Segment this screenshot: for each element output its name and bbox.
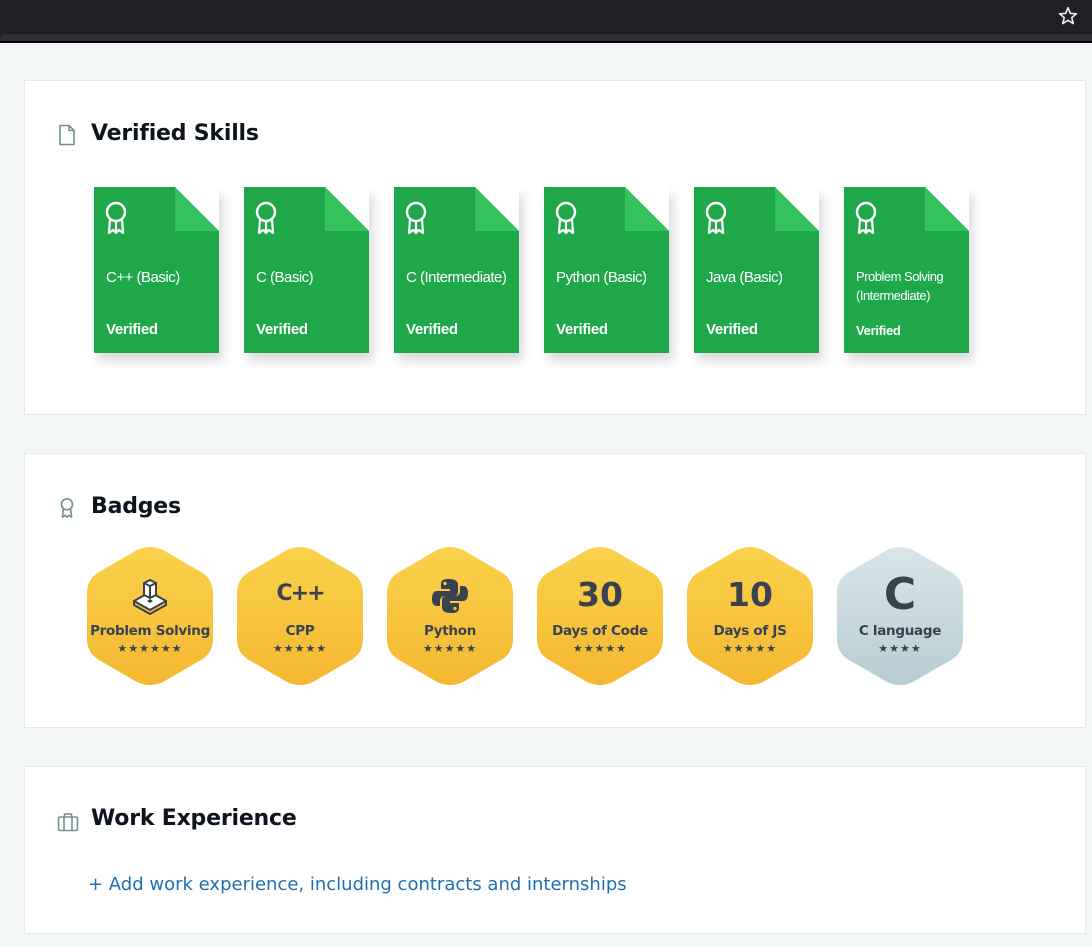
badge-stars: ★★★★★ [722,643,778,655]
skill-status: Verified [856,323,901,338]
hexagon-shape [537,547,663,685]
skill-status: Verified [706,321,758,338]
ribbon-icon [405,201,427,235]
badge-number: 10 [727,575,773,614]
skill-certificate[interactable]: C++ (Basic) Verified [94,187,219,353]
problem-solving-icon [133,579,167,615]
certificate-shape [244,187,369,353]
badge-days-of-code[interactable]: 30 Days of Code ★★★★★ [537,547,663,685]
briefcase-icon [57,813,79,832]
ribbon-icon [105,201,127,235]
skill-certificate[interactable]: Python (Basic) Verified [544,187,669,353]
star-icon[interactable] [1057,5,1079,27]
certificate-shape [394,187,519,353]
certificate-shape [844,187,969,353]
skill-status: Verified [256,321,308,338]
badges-title: Badges [91,494,181,519]
hexagon-shape [687,547,813,685]
hexagon-shape [837,547,963,685]
skill-name: Python (Basic) [556,269,647,286]
work-experience-card: Work Experience + Add work experience, i… [24,766,1086,934]
skill-name: Problem Solving (Intermediate) [856,269,944,303]
certificate-shape [544,187,669,353]
browser-toolbar [0,0,1092,43]
hexagon-shape [237,547,363,685]
hexagon-shape [87,547,213,685]
c-language-icon: C [883,569,917,620]
verified-skills-card: Verified Skills C++ (Basic) Verified [24,80,1086,415]
python-icon [432,579,468,613]
certificate-shape [94,187,219,353]
badge-label: C language [858,623,942,639]
badge-number: 30 [577,575,623,614]
skill-name: C (Basic) [256,269,314,286]
document-icon [59,124,75,146]
skill-name: C++ (Basic) [106,269,180,286]
ribbon-icon [555,201,577,235]
badge-c-language[interactable]: C C language ★★★★ [837,547,963,685]
badge-stars: ★★★★★ [572,643,628,655]
skill-name: C (Intermediate) [406,269,507,286]
ribbon-icon [855,201,877,235]
cpp-icon: C++ [276,581,325,606]
verified-skills-title: Verified Skills [91,121,259,146]
badge-stars: ★★★★★ [272,643,328,655]
badge-cpp[interactable]: C++ CPP ★★★★★ [237,547,363,685]
skill-certificate[interactable]: Java (Basic) Verified [694,187,819,353]
ribbon-icon [705,201,727,235]
skill-status: Verified [106,321,158,338]
badge-stars: ★★★★ [878,643,922,655]
badge-label: CPP [285,623,315,639]
badge-problem-solving[interactable]: Problem Solving ★★★★★★ [87,547,213,685]
badge-label: Days of JS [713,623,787,639]
certificate-shape [694,187,819,353]
badge-days-of-js[interactable]: 10 Days of JS ★★★★★ [687,547,813,685]
badge-label: Python [423,623,477,639]
toolbar-strip [0,34,1092,41]
work-experience-title: Work Experience [91,806,297,831]
badge-python[interactable]: Python ★★★★★ [387,547,513,685]
badges-card: Badges Problem Solving ★★★★★★ [24,453,1086,728]
badge-label: Days of Code [552,623,648,639]
skill-certificate[interactable]: Problem Solving (Intermediate) Verified [844,187,969,353]
skill-status: Verified [556,321,608,338]
badge-label: Problem Solving [90,623,210,639]
skill-certificate[interactable]: C (Basic) Verified [244,187,369,353]
award-icon [60,498,74,518]
skill-certificate[interactable]: C (Intermediate) Verified [394,187,519,353]
add-work-experience-link[interactable]: + Add work experience, including contrac… [88,874,627,895]
skill-status: Verified [406,321,458,338]
hexagon-shape [387,547,513,685]
badge-stars: ★★★★★★ [117,643,183,655]
badge-stars: ★★★★★ [422,643,478,655]
ribbon-icon [255,201,277,235]
skill-name: Java (Basic) [706,269,783,286]
